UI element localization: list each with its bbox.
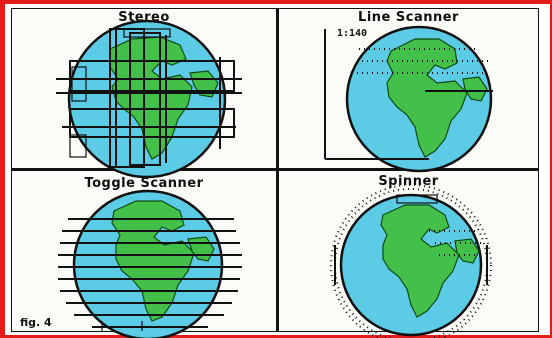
scale-label: 1:140 bbox=[337, 28, 368, 39]
panel-spinner: Spinner bbox=[279, 171, 538, 338]
swath-frame bbox=[69, 108, 235, 138]
swath-frame bbox=[123, 28, 171, 38]
continent-africa-europe bbox=[386, 38, 468, 158]
swath-frame bbox=[71, 66, 87, 102]
panel-line-scanner: Line Scanner 1:140 bbox=[279, 9, 538, 173]
toggle-scanner-globe-diagram bbox=[58, 189, 242, 338]
swath-frame bbox=[69, 60, 235, 92]
continent-arabia bbox=[454, 238, 480, 264]
spin-ring-outer bbox=[330, 184, 492, 338]
swath-frame bbox=[69, 134, 87, 158]
figure-label: fig. 4 bbox=[20, 316, 52, 329]
panel-title-spinner: Spinner bbox=[378, 174, 439, 189]
line-scanner-globe-diagram bbox=[324, 25, 493, 173]
continent-africa-europe bbox=[380, 204, 460, 318]
spinner-globe-diagram bbox=[330, 184, 492, 338]
panel-title-line-scanner: Line Scanner bbox=[358, 10, 459, 25]
continent-arabia bbox=[462, 76, 488, 102]
spin-marker bbox=[396, 194, 438, 204]
horizontal-divider bbox=[11, 168, 539, 171]
panel-toggle-scanner: Toggle Scanner bbox=[12, 171, 276, 338]
panel-stereo: Stereo bbox=[12, 9, 276, 179]
swath-frame bbox=[129, 32, 161, 166]
panel-title-toggle-scanner: Toggle Scanner bbox=[84, 176, 204, 191]
stereo-globe-diagram bbox=[56, 19, 242, 179]
